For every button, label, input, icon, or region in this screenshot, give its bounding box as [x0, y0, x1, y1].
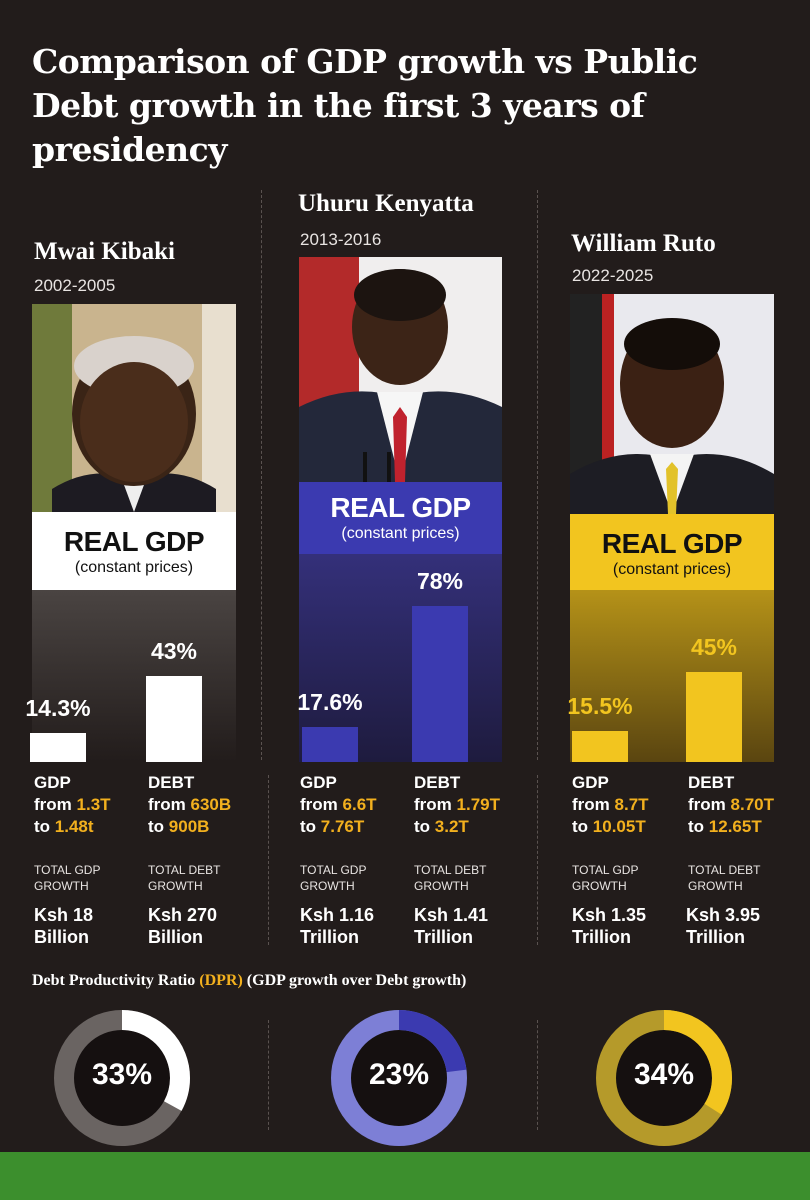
debt-bar-uhuru [412, 606, 468, 762]
portrait-uhuru [299, 257, 502, 482]
debt-heading: DEBT [688, 773, 735, 792]
gdp-growth-amount-kibaki: Ksh 18 Billion [34, 905, 94, 947]
gdp-to-line: to 10.05T [572, 817, 646, 836]
portrait-kibaki [32, 304, 236, 512]
column-divider [537, 190, 538, 760]
debt-to-line: to 3.2T [414, 817, 469, 836]
dpr-abbr: (DPR) [199, 972, 243, 989]
gdp-heading: GDP [34, 773, 71, 792]
debt-from-line: from 1.79T [414, 795, 500, 814]
column-divider [537, 1020, 538, 1130]
debt-stat-kibaki: DEBT from 630B to 900B [148, 772, 231, 838]
dpr-title: Debt Productivity Ratio (DPR) (GDP growt… [32, 972, 467, 989]
debt-to-value: 12.65T [708, 817, 762, 836]
gdp-to-value: 7.76T [320, 817, 365, 836]
column-divider [268, 1020, 269, 1130]
gdp-stat-uhuru: GDP from 6.6T to 7.76T [300, 772, 377, 838]
dpr-donut-kibaki [54, 1010, 190, 1146]
debt-heading: DEBT [148, 773, 195, 792]
gdp-growth-amount-uhuru: Ksh 1.16 Trillion [300, 905, 375, 947]
debt-heading: DEBT [414, 773, 461, 792]
gdp-from-value: 1.3T [76, 795, 111, 814]
column-divider [268, 775, 269, 945]
debt-to-value: 900B [168, 817, 210, 836]
president-years-kibaki: 2002-2005 [34, 276, 116, 295]
gdp-value-label-kibaki: 14.3% [25, 695, 91, 721]
gdp-heading: GDP [300, 773, 337, 792]
real-gdp-label-ruto: REAL GDP (constant prices) [570, 514, 774, 590]
gdp-from-value: 8.7T [614, 795, 649, 814]
gdp-to-value: 1.48t [54, 817, 94, 836]
gdp-from-value: 6.6T [342, 795, 377, 814]
gdp-bar-ruto [572, 731, 628, 762]
debt-from-value: 630B [190, 795, 232, 814]
real-gdp-label-uhuru: REAL GDP (constant prices) [299, 482, 502, 554]
debt-from-line: from 8.70T [688, 795, 774, 814]
debt-stat-ruto: DEBT from 8.70T to 12.65T [688, 772, 774, 838]
gdp-growth-amount-ruto: Ksh 1.35 Trillion [572, 905, 647, 947]
gdp-stat-kibaki: GDP from 1.3T to 1.48t [34, 772, 111, 838]
president-years-ruto: 2022-2025 [572, 266, 654, 285]
real-gdp-title: REAL GDP [330, 492, 471, 523]
president-name-kibaki: Mwai Kibaki [34, 238, 175, 265]
debt-growth-amount-kibaki: Ksh 270 Billion [148, 905, 218, 947]
president-name-uhuru: Uhuru Kenyatta [298, 190, 474, 217]
gdp-from-line: from 1.3T [34, 795, 111, 814]
debt-to-line: to 12.65T [688, 817, 762, 836]
gdp-value-label-uhuru: 17.6% [297, 689, 363, 715]
footer-band [0, 1152, 810, 1200]
real-gdp-title: REAL GDP [601, 528, 743, 559]
dpr-arc-uhuru [331, 1010, 467, 1146]
gdp-bar-uhuru [302, 727, 358, 762]
gdp-bar-kibaki [30, 733, 86, 762]
debt-value-label-ruto: 45% [690, 634, 738, 660]
debt-from-value: 1.79T [456, 795, 500, 814]
gdp-from-line: from 6.6T [300, 795, 377, 814]
dpr-arc-kibaki [54, 1010, 190, 1146]
debt-value-label-kibaki: 43% [150, 638, 198, 664]
debt-from-value: 8.70T [730, 795, 774, 814]
real-gdp-subtitle: (constant prices) [612, 561, 732, 578]
gdp-stat-ruto: GDP from 8.7T to 10.05T [572, 772, 649, 838]
dpr-value-ruto: 34% [633, 1058, 695, 1091]
real-gdp-title: REAL GDP [63, 526, 205, 557]
president-years-uhuru: 2013-2016 [300, 230, 382, 249]
real-gdp-label-kibaki: REAL GDP (constant prices) [32, 512, 236, 590]
dpr-value-uhuru: 23% [368, 1058, 430, 1091]
column-divider [261, 190, 262, 760]
column-divider [537, 775, 538, 945]
debt-growth-amount-uhuru: Ksh 1.41 Trillion [414, 905, 489, 947]
gdp-to-line: to 1.48t [34, 817, 94, 836]
dpr-value-kibaki: 33% [91, 1058, 153, 1091]
dpr-donut-uhuru [331, 1010, 467, 1146]
page-title: Comparison of GDP growth vs Public Debt … [32, 42, 698, 169]
debt-bar-kibaki [146, 676, 202, 762]
dpr-arc-ruto [596, 1010, 732, 1146]
real-gdp-subtitle: (constant prices) [341, 525, 460, 542]
total-gdp-growth-caption-kibaki: TOTAL GDP GROWTH [34, 863, 101, 893]
debt-growth-amount-ruto: Ksh 3.95 Trillion [686, 905, 761, 947]
real-gdp-subtitle: (constant prices) [74, 559, 194, 576]
debt-bar-ruto [686, 672, 742, 762]
president-name-ruto: William Ruto [571, 230, 716, 257]
total-gdp-growth-caption-uhuru: TOTAL GDP GROWTH [300, 863, 367, 893]
portrait-ruto [570, 294, 774, 514]
debt-value-label-uhuru: 78% [416, 568, 464, 594]
debt-from-line: from 630B [148, 795, 232, 814]
gdp-from-line: from 8.7T [572, 795, 649, 814]
debt-stat-uhuru: DEBT from 1.79T to 3.2T [414, 772, 500, 838]
gdp-to-value: 10.05T [592, 817, 646, 836]
total-debt-growth-caption-ruto: TOTAL DEBT GROWTH [688, 863, 761, 893]
gdp-to-line: to 7.76T [300, 817, 365, 836]
total-debt-growth-caption-uhuru: TOTAL DEBT GROWTH [414, 863, 487, 893]
debt-to-value: 3.2T [434, 817, 469, 836]
gdp-heading: GDP [572, 773, 609, 792]
total-gdp-growth-caption-ruto: TOTAL GDP GROWTH [572, 863, 639, 893]
dpr-donut-ruto [596, 1010, 732, 1146]
debt-to-line: to 900B [148, 817, 210, 836]
gdp-value-label-ruto: 15.5% [567, 693, 633, 719]
total-debt-growth-caption-kibaki: TOTAL DEBT GROWTH [148, 863, 221, 893]
